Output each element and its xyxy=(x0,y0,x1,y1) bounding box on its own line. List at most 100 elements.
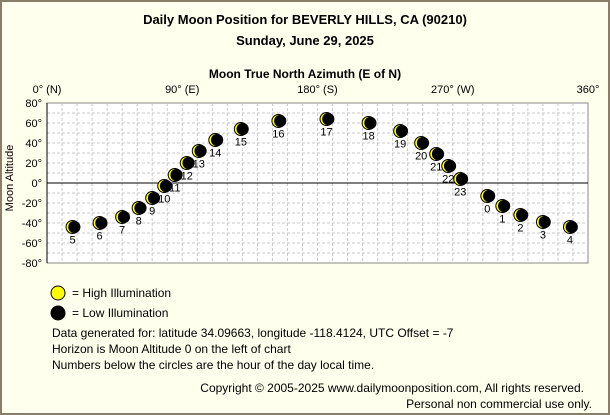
hour-label: 17 xyxy=(320,127,332,139)
moon-point-dark xyxy=(455,172,469,186)
moon-point xyxy=(562,220,578,234)
personal-use-text: Personal non commercial use only. xyxy=(406,397,592,411)
moon-point xyxy=(495,199,511,213)
note-hours: Numbers below the circles are the hour o… xyxy=(52,358,375,372)
page-date: Sunday, June 29, 2025 xyxy=(236,33,374,48)
legend-label: = High Illumination xyxy=(72,286,171,300)
moon-point xyxy=(361,116,377,130)
moon-point-dark xyxy=(117,210,131,224)
note-data-generated: Data generated for: latitude 34.09663, l… xyxy=(52,326,454,340)
hour-label: 19 xyxy=(394,139,406,151)
moon-point xyxy=(191,144,207,158)
moon-point-dark xyxy=(443,159,457,173)
moon-point-dark xyxy=(322,112,335,126)
moon-point-dark xyxy=(498,199,511,213)
hour-label: 20 xyxy=(415,151,427,163)
moon-point xyxy=(208,133,224,147)
moon-point xyxy=(513,208,529,222)
moon-point xyxy=(414,136,430,150)
moon-point xyxy=(429,147,445,161)
hour-label: 16 xyxy=(272,129,284,141)
moon-point-dark xyxy=(565,220,578,234)
moon-point-dark xyxy=(182,156,195,170)
note-horizon: Horizon is Moon Altitude 0 on the left o… xyxy=(52,342,291,356)
moon-point xyxy=(480,189,496,203)
moon-point-dark xyxy=(538,215,551,229)
hour-label: 6 xyxy=(97,231,103,243)
moon-point xyxy=(271,114,287,128)
hour-label: 13 xyxy=(193,159,205,171)
moon-point xyxy=(65,220,81,234)
hour-label: 11 xyxy=(169,183,180,195)
chart-axes xyxy=(46,103,588,263)
moon-point-dark xyxy=(211,133,224,147)
hour-label: 9 xyxy=(149,206,155,218)
hour-label: 1 xyxy=(499,214,505,226)
y-tick-label: 20° xyxy=(25,158,42,170)
page-title: Daily Moon Position for BEVERLY HILLS, C… xyxy=(143,12,467,27)
moon-point-dark xyxy=(134,201,147,215)
hour-label: 7 xyxy=(119,225,125,237)
hour-label: 2 xyxy=(517,223,523,235)
moon-point-dark xyxy=(236,122,249,136)
legend-swatch xyxy=(50,285,66,301)
moon-point xyxy=(319,112,335,126)
moon-point xyxy=(393,124,409,138)
moon-point xyxy=(92,216,108,230)
x-tick-label: 180° (S) xyxy=(297,84,337,96)
moon-point-dark xyxy=(431,147,445,161)
chart-tick-labels: 0° (N) 90° (E) 180° (S) 270° (W) 360°80°60°4… xyxy=(22,84,600,270)
moon-point-dark xyxy=(68,220,81,234)
moon-point-dark xyxy=(147,191,161,205)
hour-label: 15 xyxy=(235,137,247,149)
hour-label: 22 xyxy=(442,174,454,186)
y-tick-label: 40° xyxy=(25,138,42,150)
copyright-text: Copyright © 2005-2025 www.dailymoonposit… xyxy=(200,381,584,395)
moon-point-dark xyxy=(395,124,409,138)
moon-point-dark xyxy=(194,144,207,158)
y-tick-label: 0° xyxy=(31,178,42,190)
moon-point xyxy=(145,191,161,205)
y-tick-label: -80° xyxy=(22,258,42,270)
moon-point xyxy=(453,172,469,186)
x-tick-label: 270° (W) xyxy=(431,84,475,96)
moon-point-dark xyxy=(274,114,287,128)
x-tick-label: 360° xyxy=(577,84,600,96)
legend-label: = Low Illumination xyxy=(72,306,168,320)
moon-point-dark xyxy=(416,136,430,150)
moon-point xyxy=(115,210,131,224)
moon-point-dark xyxy=(516,208,529,222)
x-tick-label: 0° (N) xyxy=(33,84,62,96)
moon-point xyxy=(233,122,249,136)
y-tick-label: -20° xyxy=(22,198,42,210)
legend-swatch xyxy=(50,305,66,321)
y-axis-label: Moon Altitude xyxy=(4,145,16,212)
y-tick-label: -60° xyxy=(22,238,42,250)
hour-label: 5 xyxy=(69,235,75,247)
hour-label: 23 xyxy=(454,187,466,199)
moon-point xyxy=(131,201,147,215)
y-tick-label: 60° xyxy=(25,118,42,130)
moon-point-dark xyxy=(159,179,173,193)
moon-point-dark xyxy=(483,189,496,203)
hour-label: 4 xyxy=(567,235,573,247)
hour-label: 18 xyxy=(362,131,374,143)
x-tick-label: 90° (E) xyxy=(165,84,199,96)
y-tick-label: -40° xyxy=(22,218,42,230)
moon-point-dark xyxy=(95,216,108,230)
moon-point xyxy=(535,215,551,229)
moon-point xyxy=(179,156,195,170)
moon-point xyxy=(157,179,173,193)
hour-label: 3 xyxy=(540,230,546,242)
hour-label: 21 xyxy=(430,162,442,174)
moon-point-dark xyxy=(170,168,183,182)
moon-point-dark xyxy=(364,116,377,130)
moon-point xyxy=(441,159,457,173)
legend: = High Illumination = Low Illumination xyxy=(50,285,171,321)
hour-label: 14 xyxy=(209,148,221,160)
x-axis-title: Moon True North Azimuth (E of N) xyxy=(208,67,402,81)
hour-label: 10 xyxy=(158,194,170,206)
moon-point xyxy=(167,168,183,182)
